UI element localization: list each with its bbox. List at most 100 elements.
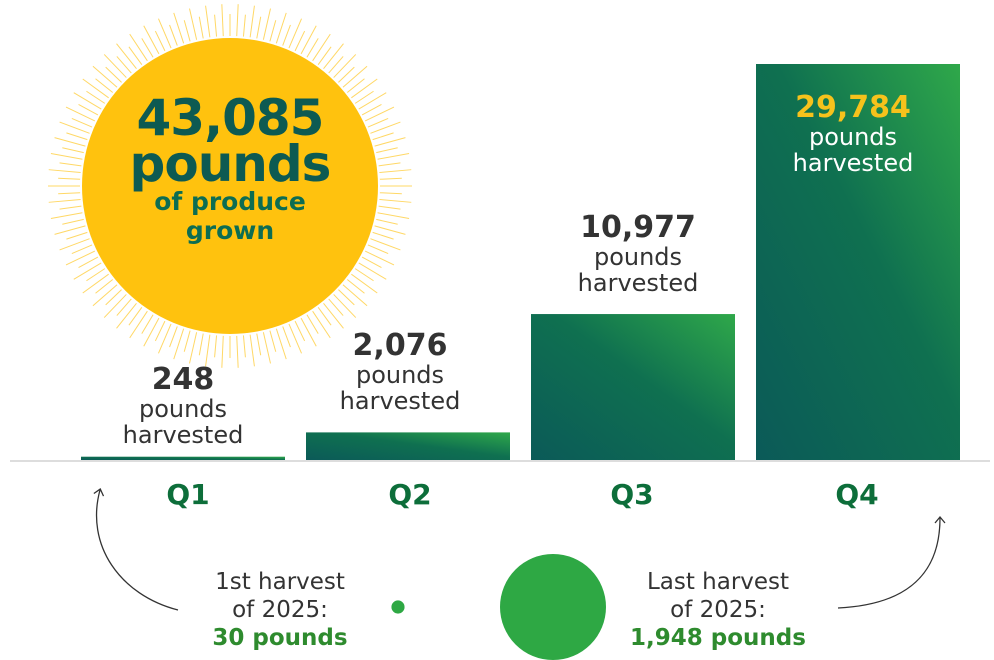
first-harvest-amount: 30 pounds — [212, 625, 348, 651]
sun-ray — [48, 198, 81, 203]
total-unit: pounds — [129, 135, 332, 193]
bar-value-q4: 29,784 — [795, 90, 911, 125]
sun-ray — [333, 294, 357, 318]
sun-ray — [282, 24, 291, 46]
sun-ray — [116, 298, 132, 316]
sun-ray — [154, 320, 166, 342]
sun-ray — [173, 328, 185, 360]
sun-ray — [374, 137, 406, 147]
sun-ray — [169, 326, 178, 348]
total-value: 43,085 — [136, 89, 325, 147]
sun-ray — [249, 5, 255, 38]
sun-ray — [143, 25, 160, 55]
sun-ray — [73, 92, 102, 110]
sun-ray — [361, 256, 382, 268]
sun-ray — [323, 302, 344, 329]
sun-ray — [198, 333, 204, 356]
bar-value-q2: 2,076 — [352, 328, 448, 363]
bar-unit-q1-line2: harvested — [122, 421, 244, 449]
last-harvest-line1: Last harvest — [646, 569, 790, 595]
sun-ray — [377, 212, 410, 219]
sun-ray — [242, 14, 246, 37]
sun-ray — [376, 218, 398, 225]
arrow-first-harvest — [93, 488, 179, 611]
first-harvest-line1: 1st harvest — [215, 569, 345, 595]
sun-ray — [71, 244, 93, 255]
sun-ray — [62, 147, 84, 154]
sun-ray — [262, 8, 271, 40]
sun-ray — [377, 153, 410, 160]
sun-ray — [370, 238, 401, 251]
sun-ray — [86, 268, 106, 282]
sun-ray — [317, 46, 332, 65]
sun-ray — [364, 106, 395, 122]
sun-ray — [376, 147, 398, 154]
sun-ray — [128, 307, 143, 326]
sun-ray — [300, 317, 317, 347]
sun-ray — [95, 78, 114, 93]
bar-label-q2: 2,076 pounds harvested — [290, 328, 510, 415]
sun-ray — [183, 330, 191, 352]
sun-ray — [256, 333, 262, 356]
sun-ray — [323, 43, 344, 70]
tick-label-q4: Q4 — [835, 478, 879, 511]
bar-value-q1: 248 — [151, 362, 215, 397]
sun-ray — [288, 323, 302, 354]
last-harvest-line2: of 2025: — [670, 597, 766, 623]
sun-ray — [342, 65, 368, 88]
sun-ray — [141, 314, 154, 334]
sun-ray — [116, 56, 132, 74]
sun-ray — [351, 78, 378, 99]
sun-ray — [205, 334, 211, 367]
sun-ray — [242, 335, 246, 358]
sun-ray — [364, 250, 395, 266]
sun-ray — [65, 250, 96, 266]
sun-ray — [141, 38, 154, 58]
sun-ray — [158, 18, 172, 49]
first-harvest-line2: of 2025: — [232, 597, 328, 623]
sun-ray — [342, 284, 368, 307]
sun-ray — [379, 169, 412, 174]
bar-label-q4: 29,784 pounds harvested — [743, 90, 963, 177]
sun-ray — [173, 12, 185, 44]
sun-ray — [312, 33, 331, 62]
bar-unit-q2-line1: pounds — [355, 361, 445, 389]
sun-ray — [317, 307, 332, 326]
bar-unit-q4-line2: harvested — [792, 149, 914, 177]
sun-ray — [367, 244, 389, 255]
sun-ray — [333, 54, 357, 78]
sun-ray — [116, 302, 137, 329]
sun-ray — [346, 78, 365, 93]
first-harvest-note: 1st harvest of 2025: 30 pounds — [190, 568, 370, 652]
sun-ray — [78, 256, 99, 268]
sun-ray — [86, 90, 106, 104]
sun-ray — [205, 5, 211, 38]
sun-ray — [379, 177, 402, 180]
sun-icon — [82, 38, 378, 334]
sun-ray — [379, 192, 402, 195]
sun-ray — [198, 16, 204, 39]
sun-ray — [128, 46, 143, 65]
sun-rays — [48, 4, 412, 368]
sun-ray — [294, 30, 306, 52]
sun-ray — [328, 56, 344, 74]
sun-ray — [306, 38, 319, 58]
sun-ray — [92, 284, 118, 307]
sun-ray — [59, 238, 90, 251]
sun-ray — [59, 162, 82, 167]
sun-ray — [328, 298, 344, 316]
sun-ray — [116, 43, 137, 70]
last-harvest-note: Last harvest of 2025: 1,948 pounds — [598, 568, 838, 652]
bar-unit-q1-line1: pounds — [138, 395, 228, 423]
bar-q4 — [756, 64, 960, 460]
sun-ray — [105, 66, 122, 83]
sun-ray — [269, 20, 277, 42]
sun-ray — [370, 121, 401, 134]
sun-total: 43,085 pounds of produce grown — [90, 89, 370, 245]
sun-ray — [236, 4, 239, 37]
sun-ray — [275, 12, 287, 44]
sun-ray — [306, 314, 319, 334]
sun-ray — [73, 262, 102, 280]
sun-ray — [65, 106, 96, 122]
